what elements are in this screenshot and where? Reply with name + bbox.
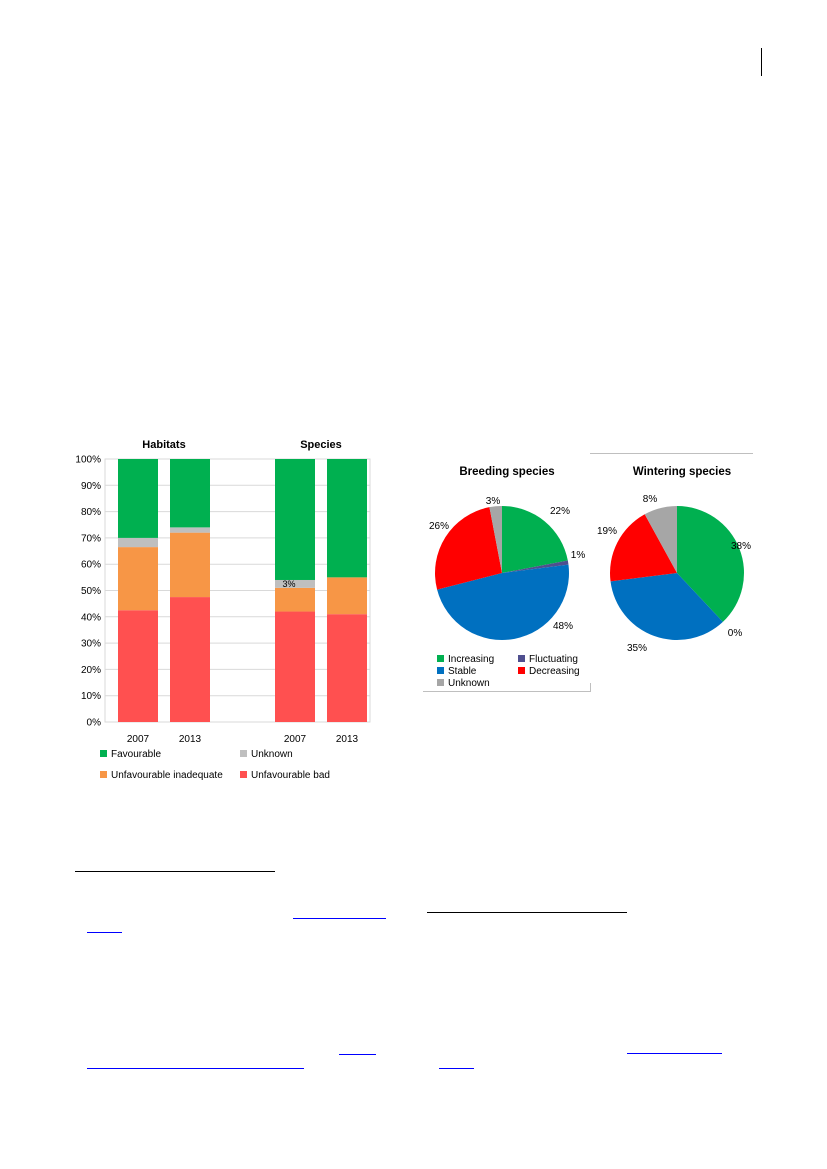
bar-chart-group-titles: Habitats Species xyxy=(142,439,342,451)
legend-label: Fluctuating xyxy=(529,654,578,665)
pie-slice-label: 48% xyxy=(553,621,573,632)
bar-segment xyxy=(118,547,158,611)
x-tick-label: 2007 xyxy=(284,734,307,745)
pie-slice xyxy=(437,564,569,640)
legend-label: Unfavourable inadequate xyxy=(111,770,223,781)
footnote-link-underline[interactable] xyxy=(87,1068,304,1069)
pie-title: Breeding species xyxy=(459,466,554,478)
bar-segment xyxy=(275,579,315,588)
y-tick-label: 30% xyxy=(81,639,101,650)
y-tick-label: 60% xyxy=(81,560,101,571)
footnote-link-underline[interactable] xyxy=(293,918,386,919)
wintering-species-pie: Wintering species 38% 0% 35% 19% 8% xyxy=(597,466,751,654)
footnote-link-underline[interactable] xyxy=(439,1068,474,1069)
pie-slice-label: 3% xyxy=(486,496,501,507)
legend-swatch xyxy=(100,750,107,757)
footnote-underline xyxy=(427,912,627,913)
legend-label: Decreasing xyxy=(529,666,580,677)
footnote-separator xyxy=(75,871,275,872)
legend-label: Increasing xyxy=(448,654,494,665)
bar-segment xyxy=(327,459,367,578)
pie-slice-label: 38% xyxy=(731,541,751,552)
bar-segment xyxy=(118,459,158,538)
y-tick-label: 50% xyxy=(81,586,101,597)
bar-segment xyxy=(275,611,315,722)
bar-segment xyxy=(170,527,210,533)
bar-segment xyxy=(170,459,210,528)
pie-title: Wintering species xyxy=(633,466,731,478)
pie-panel-top-rule xyxy=(590,453,753,454)
pie-slice-label: 19% xyxy=(597,526,617,537)
page-header-rule xyxy=(761,48,762,76)
legend-label: Unfavourable bad xyxy=(251,770,330,781)
bar-segment xyxy=(118,537,158,548)
bar-segment xyxy=(170,532,210,598)
y-tick-label: 10% xyxy=(81,691,101,702)
bird-species-pie-charts: Breeding species 22% 1% 48% 26% 3% Wintering … xyxy=(429,466,751,689)
pie-slice-label: 1% xyxy=(571,550,586,561)
legend-label: Favourable xyxy=(111,749,161,760)
x-tick-label: 2013 xyxy=(336,734,359,745)
pie-panel-side-rule xyxy=(590,683,591,692)
bar-chart-legend: Favourable Unknown Unfavourable inadequate… xyxy=(100,749,330,781)
y-tick-label: 70% xyxy=(81,533,101,544)
x-tick-label: 2007 xyxy=(127,734,150,745)
pie-slice-label: 8% xyxy=(643,494,658,505)
bar-segment xyxy=(275,587,315,612)
y-tick-label: 80% xyxy=(81,507,101,518)
bar-chart-annotations: 3% xyxy=(282,579,295,589)
legend-swatch xyxy=(437,655,444,662)
pie-slice xyxy=(502,506,568,573)
pie-slice xyxy=(677,506,744,622)
pie-slice xyxy=(610,573,723,640)
y-tick-label: 90% xyxy=(81,481,101,492)
group-title: Habitats xyxy=(142,439,185,451)
bar-segment xyxy=(275,459,315,580)
pie-slice xyxy=(644,506,677,573)
x-tick-label: 2013 xyxy=(179,734,202,745)
bar-segment xyxy=(327,577,367,615)
legend-label: Stable xyxy=(448,666,477,677)
pie-slice xyxy=(502,560,569,573)
legend-label: Unknown xyxy=(448,678,490,689)
habitats-species-bar-chart: 0%10%20%30%40%50%60%70%80%90%100% 2007 20… xyxy=(75,439,371,781)
bar-chart-y-ticks: 0% 10% 20% 30% 40% 50% 60% 70% 80% 90% 100% xyxy=(75,455,101,729)
legend-swatch xyxy=(240,771,247,778)
y-tick-label: 100% xyxy=(75,455,101,466)
legend-swatch xyxy=(518,655,525,662)
y-tick-label: 20% xyxy=(81,665,101,676)
group-title: Species xyxy=(300,439,342,451)
pie-slice-label: 26% xyxy=(429,521,449,532)
y-tick-label: 0% xyxy=(87,718,102,729)
pie-panel-bottom-rule xyxy=(423,691,591,692)
breeding-species-legend: Increasing Fluctuating Stable Decreasing Unk… xyxy=(437,654,580,689)
pie-slice xyxy=(489,506,502,573)
legend-swatch xyxy=(240,750,247,757)
legend-swatch xyxy=(518,667,525,674)
bar-segment xyxy=(118,610,158,722)
data-label: 3% xyxy=(282,579,295,589)
legend-swatch xyxy=(100,771,107,778)
legend-swatch xyxy=(437,667,444,674)
y-tick-label: 40% xyxy=(81,612,101,623)
pie-slice xyxy=(610,514,677,582)
bar-segment xyxy=(170,597,210,722)
pie-slice xyxy=(435,507,502,590)
breeding-species-pie: Breeding species 22% 1% 48% 26% 3% xyxy=(429,466,585,640)
footnote-link-underline[interactable] xyxy=(339,1054,376,1055)
bar-chart-bars xyxy=(118,459,367,722)
bar-chart-x-labels: 2007 2013 2007 2013 xyxy=(127,734,359,745)
footnote-link-underline[interactable] xyxy=(627,1053,722,1054)
footnote-link-underline[interactable] xyxy=(87,932,122,933)
pie-slice-label: 35% xyxy=(627,643,647,654)
legend-label: Unknown xyxy=(251,749,293,760)
pie-slice-label: 0% xyxy=(728,628,743,639)
plot-border xyxy=(104,458,371,723)
legend-swatch xyxy=(437,679,444,686)
pie-slice-label: 22% xyxy=(550,506,570,517)
bar-segment xyxy=(327,614,367,722)
